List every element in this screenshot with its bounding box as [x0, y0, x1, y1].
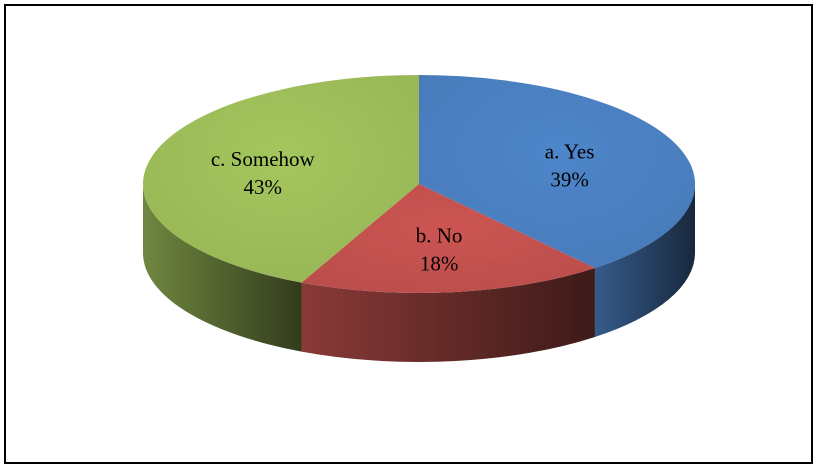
slice-value-0: 39%	[550, 168, 589, 192]
pie-slice-1	[301, 184, 595, 293]
pie-side-2	[142, 184, 302, 352]
pie-side-1	[301, 267, 595, 362]
slice-value-2: 43%	[244, 175, 283, 199]
pie-slice-0	[419, 75, 695, 268]
chart-frame: a. Yes 39% b. No 18% c. Somehow 43%	[4, 4, 813, 464]
pie-slice-2	[143, 75, 420, 283]
slice-label-0: a. Yes	[545, 140, 595, 164]
pie-side-0	[594, 184, 695, 337]
pie-chart: a. Yes 39% b. No 18% c. Somehow 43%	[142, 75, 695, 362]
slice-label-2: c. Somehow	[211, 147, 316, 171]
slice-value-1: 18%	[420, 252, 459, 276]
slice-label-1: b. No	[416, 224, 463, 248]
